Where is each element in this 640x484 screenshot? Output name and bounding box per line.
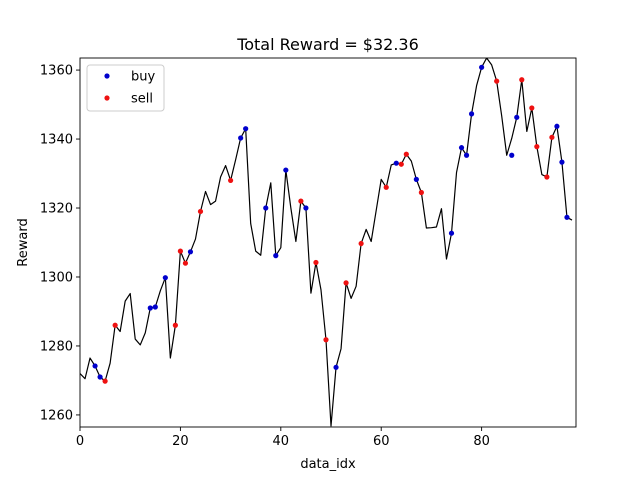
- x-axis-label: data_idx: [300, 457, 356, 472]
- buy-point: [303, 205, 309, 211]
- series-layer: [80, 58, 573, 427]
- buy-point: [162, 275, 168, 281]
- x-tick-label: 40: [273, 434, 290, 449]
- x-tick-label: 80: [473, 434, 490, 449]
- sell-point: [358, 240, 364, 247]
- buy-point: [448, 230, 455, 236]
- buy-point: [559, 159, 565, 165]
- buy-point: [273, 253, 279, 259]
- sell-point: [228, 177, 234, 184]
- sell-point: [534, 144, 540, 150]
- y-axis-label: Reward: [16, 218, 31, 266]
- buy-point: [463, 152, 470, 158]
- sell-point: [403, 151, 409, 157]
- buy-point: [97, 374, 103, 380]
- sell-point: [519, 77, 525, 83]
- buy-point: [283, 167, 289, 173]
- y-tick-label: 1260: [40, 408, 73, 423]
- legend-marker-buy: [104, 73, 110, 79]
- legend-marker-sell: [104, 95, 110, 101]
- sell-point: [298, 198, 304, 204]
- sell-point: [494, 78, 500, 84]
- chart-title: Total Reward = $32.36: [236, 35, 419, 54]
- buy-point: [147, 305, 153, 311]
- axes-layer: 0 20 40 60 80 1260 1280 1300 1320 1340 1360: [40, 57, 577, 449]
- buy-point: [554, 123, 560, 129]
- buy-point: [479, 64, 485, 70]
- sell-point: [197, 208, 204, 215]
- sell-point: [544, 174, 550, 180]
- sell-point: [313, 259, 319, 266]
- buy-point: [152, 304, 158, 310]
- sell-point: [102, 378, 108, 384]
- buy-point: [514, 114, 520, 120]
- y-tick-label: 1280: [40, 339, 73, 354]
- sell-point: [343, 280, 349, 286]
- sell-point: [323, 337, 329, 343]
- y-tick-label: 1300: [40, 270, 73, 285]
- buy-point: [458, 145, 465, 151]
- buy-point: [92, 363, 98, 369]
- buy-point: [413, 176, 419, 182]
- buy-point: [393, 160, 399, 166]
- y-tick-label: 1320: [40, 202, 73, 217]
- sell-point: [112, 322, 118, 328]
- sell-point: [172, 322, 178, 328]
- sell-point: [529, 105, 535, 111]
- buy-point: [238, 135, 244, 141]
- buy-point: [333, 364, 339, 370]
- buy-point: [564, 214, 570, 220]
- legend-label-buy: buy: [131, 70, 155, 85]
- x-tick-label: 60: [373, 434, 390, 449]
- x-tick-label: 0: [76, 434, 84, 449]
- sell-point: [182, 260, 189, 266]
- legend-label-sell: sell: [131, 92, 153, 107]
- sell-point: [549, 134, 555, 140]
- buy-point: [509, 152, 515, 158]
- buy-point: [187, 249, 194, 255]
- y-tick-label: 1340: [40, 133, 73, 148]
- sell-point: [418, 189, 424, 196]
- x-tick-label: 20: [172, 434, 189, 449]
- buy-point: [263, 205, 269, 211]
- y-tick-label: 1360: [40, 64, 73, 79]
- buy-point: [468, 111, 475, 117]
- sell-point: [177, 248, 183, 254]
- sell-point: [383, 184, 389, 190]
- legend: buy sell: [86, 64, 165, 112]
- buy-point: [243, 126, 249, 132]
- axes-frame: [79, 57, 577, 428]
- sell-point: [398, 161, 404, 167]
